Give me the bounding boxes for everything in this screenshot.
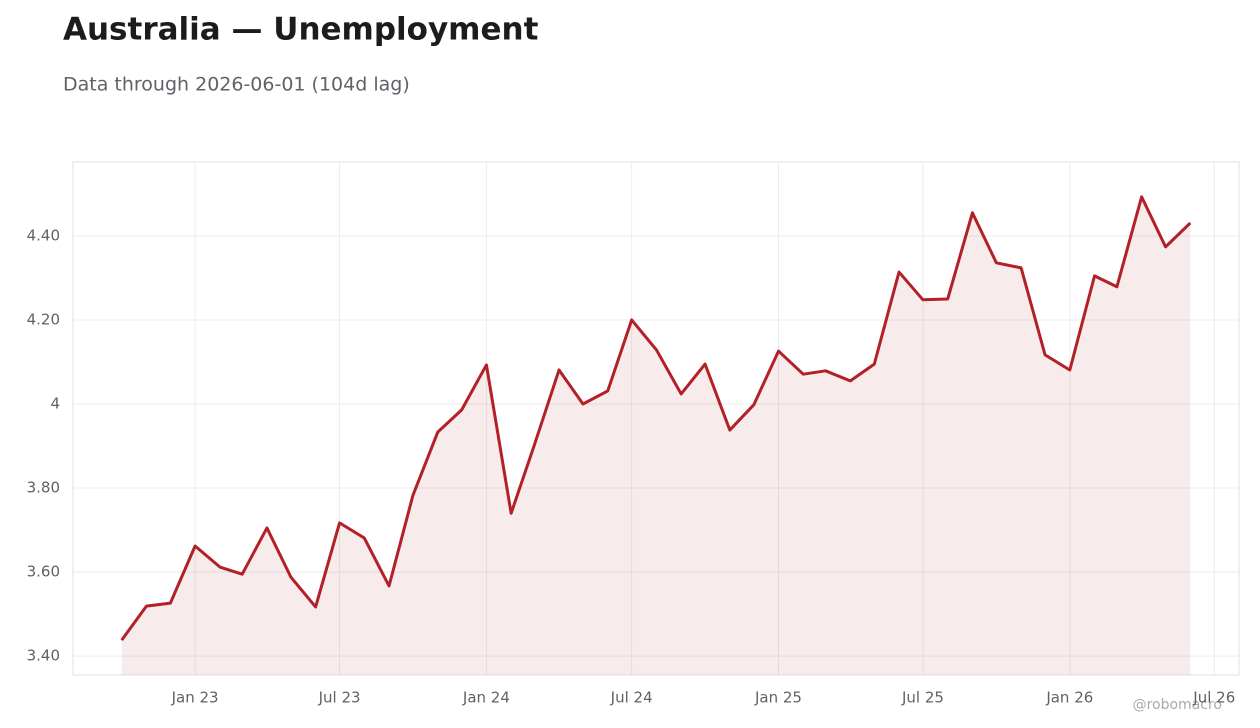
y-tick-label: 4.40 — [27, 226, 60, 244]
x-tick-label: Jul 24 — [610, 689, 653, 707]
x-tick-label: Jul 26 — [1192, 689, 1235, 707]
x-tick-label: Jan 26 — [1045, 689, 1093, 707]
x-tick-label: Jul 25 — [901, 689, 944, 707]
y-tick-label: 4.20 — [27, 310, 60, 328]
line — [120, 195, 1192, 642]
plot-frame — [72, 161, 1240, 676]
x-tick-label: Jul 23 — [318, 689, 361, 707]
watermark: @robomacro — [1133, 697, 1222, 713]
chart-title: Australia — Unemployment — [63, 12, 539, 48]
y-tick-label: 4 — [50, 395, 60, 413]
y-tick-label: 3.80 — [27, 479, 60, 497]
y-tick-label: 3.40 — [27, 647, 60, 665]
area — [121, 196, 1191, 675]
x-tick-label: Jan 23 — [171, 689, 219, 707]
x-tick-label: Jan 25 — [754, 689, 802, 707]
chart-subtitle: Data through 2026-06-01 (104d lag) — [63, 74, 410, 96]
x-tick-label: Jan 24 — [462, 689, 510, 707]
y-tick-label: 3.60 — [27, 563, 60, 581]
